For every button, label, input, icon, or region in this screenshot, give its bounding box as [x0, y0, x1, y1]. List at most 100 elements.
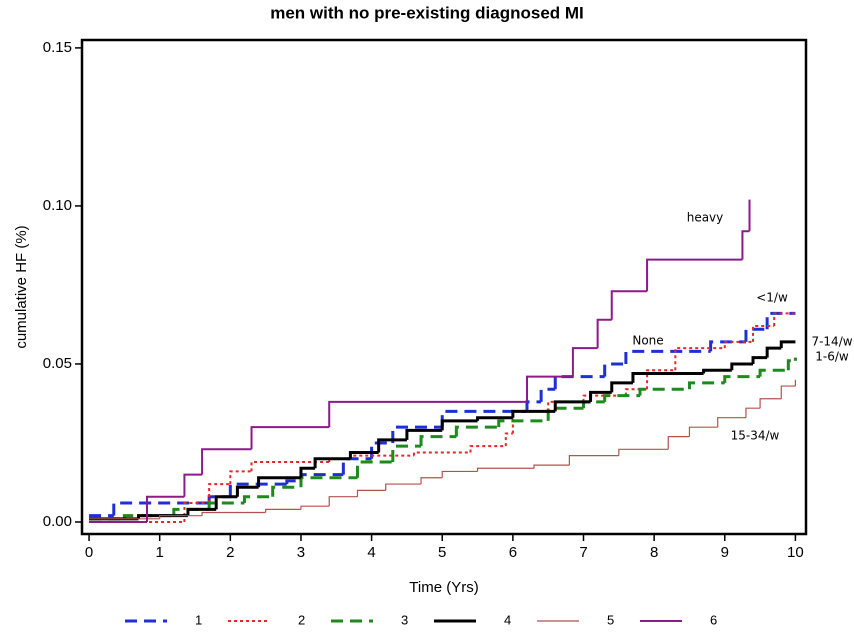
step-segment: [341, 457, 372, 475]
step-segment: [201, 511, 266, 516]
x-tick-label: 3: [297, 544, 305, 561]
step-segment: [780, 385, 796, 399]
chart-title: men with no pre-existing diagnosed MI: [270, 3, 584, 22]
step-segment: [328, 496, 358, 507]
step-segment: [603, 394, 641, 402]
step-segment: [250, 460, 330, 472]
step-segment: [228, 482, 287, 497]
step-segment: [723, 340, 754, 349]
step-segment: [610, 290, 648, 320]
step-segment: [385, 483, 422, 491]
step-segment: [730, 362, 754, 371]
y-tick-label: 0.10: [43, 197, 72, 214]
step-segment: [257, 476, 301, 488]
step-segment: [441, 470, 478, 478]
step-segment: [285, 479, 301, 485]
step-segment: [250, 426, 330, 450]
step-segment: [497, 419, 549, 428]
step-segment: [391, 425, 443, 443]
step-segment: [348, 450, 379, 459]
step-segment: [546, 406, 584, 421]
step-segment: [638, 387, 690, 396]
y-tick-label: 0.15: [43, 39, 72, 56]
step-segment: [765, 346, 782, 358]
x-tick-label: 2: [226, 544, 234, 561]
step-segment: [229, 470, 252, 485]
annotation: 1-6/w: [815, 350, 849, 364]
step-segment: [759, 398, 782, 409]
x-tick-label: 8: [650, 544, 658, 561]
step-segment: [741, 230, 750, 260]
step-segment: [553, 400, 591, 412]
step-segment: [271, 485, 301, 497]
step-segment: [786, 359, 796, 371]
x-tick-label: 0: [85, 544, 93, 561]
step-segment: [440, 419, 478, 431]
step-segment: [186, 507, 217, 516]
step-segment: [631, 371, 704, 383]
step-segment: [201, 448, 252, 475]
step-segment: [145, 495, 185, 522]
step-segment: [328, 457, 351, 462]
step-segment: [646, 369, 676, 390]
step-segment: [525, 375, 573, 402]
step-segment: [723, 375, 761, 383]
step-segment: [751, 356, 768, 364]
y-tick-label: 0.05: [43, 355, 72, 372]
step-segment: [511, 409, 556, 418]
legend-label: 1: [195, 612, 202, 627]
step-segment: [454, 425, 499, 437]
step-segment: [355, 460, 393, 478]
step-segment: [568, 455, 619, 466]
step-segment: [328, 400, 527, 428]
annotation: <1/w: [756, 291, 788, 305]
plot-frame: [80, 38, 808, 536]
step-segment: [687, 381, 725, 390]
step-segment: [667, 436, 690, 450]
step-segment: [207, 501, 245, 510]
annotation: heavy: [687, 211, 724, 225]
step-segment: [265, 508, 301, 513]
step-segment: [589, 390, 612, 402]
x-axis-title: Time (Yrs): [409, 579, 478, 596]
step-segment: [758, 368, 789, 377]
step-segment: [300, 505, 330, 510]
step-segment: [214, 495, 238, 510]
step-segment: [702, 368, 732, 374]
legend-label: 3: [401, 612, 408, 627]
step-segment: [688, 426, 718, 437]
step-segment: [419, 435, 457, 447]
step-segment: [533, 464, 570, 469]
legend-label: 2: [298, 612, 305, 627]
step-segment: [299, 466, 316, 478]
step-segment: [571, 347, 598, 377]
step-segment: [610, 381, 633, 393]
step-segment: [674, 347, 725, 371]
step-segment: [511, 410, 549, 434]
annotation: None: [632, 334, 663, 348]
step-segment: [765, 311, 796, 330]
x-tick-label: 4: [367, 544, 375, 561]
y-axis-title: cumulative HF (%): [13, 225, 30, 348]
x-tick-label: 10: [787, 544, 804, 561]
legend-label: 6: [710, 612, 717, 627]
step-segment: [618, 448, 669, 456]
step-segment: [391, 444, 422, 462]
x-tick-label: 9: [721, 544, 729, 561]
step-segment: [405, 428, 443, 440]
x-tick-label: 6: [509, 544, 517, 561]
step-segment: [596, 318, 612, 349]
y-tick-label: 0.00: [43, 513, 72, 530]
step-segment: [159, 515, 203, 519]
step-segment: [112, 501, 210, 516]
step-segment: [504, 432, 513, 447]
step-segment: [242, 495, 273, 504]
step-segment: [553, 375, 605, 390]
annotation: 15-34/w: [731, 429, 780, 443]
step-segment: [469, 445, 506, 453]
legend-label: 5: [607, 612, 614, 627]
step-segment: [745, 407, 761, 418]
step-segment: [356, 489, 386, 497]
